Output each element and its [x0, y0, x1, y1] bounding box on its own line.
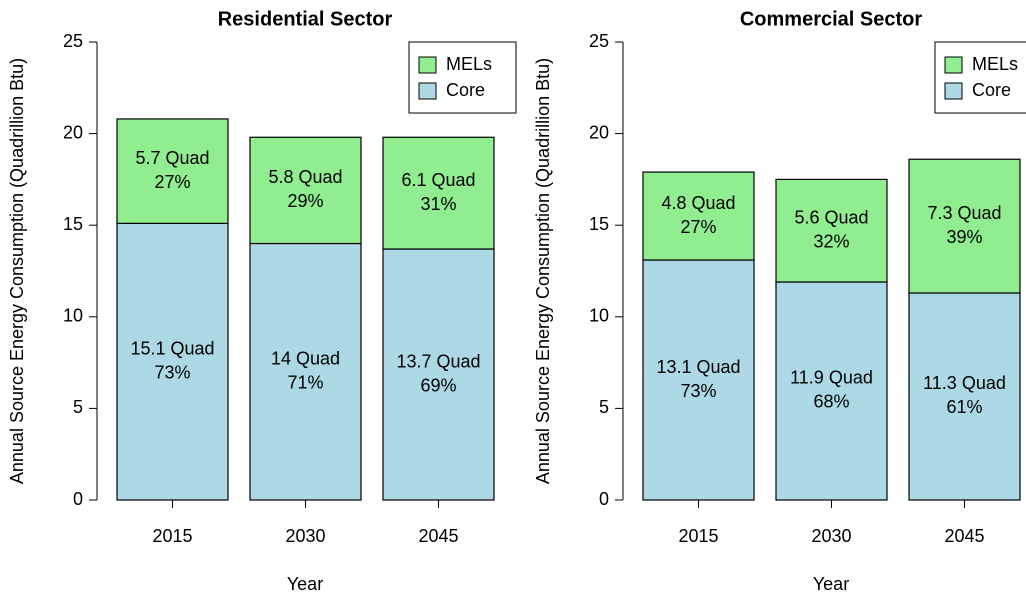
y-tick-label: 25: [63, 31, 83, 51]
value-label: 5.7 Quad: [135, 148, 209, 168]
legend-label: Core: [972, 80, 1011, 100]
share-label: 27%: [680, 217, 716, 237]
share-label: 71%: [287, 373, 323, 393]
legend-box: [408, 41, 517, 114]
bar-segment: [249, 242, 362, 501]
chart-title: Commercial Sector: [740, 8, 923, 30]
share-label: 32%: [813, 231, 849, 251]
value-label: 11.9 Quad: [790, 368, 873, 388]
y-tick-label: 5: [599, 397, 609, 417]
value-label: 13.1 Quad: [656, 357, 740, 377]
value-label: 5.6 Quad: [794, 207, 868, 227]
y-tick-label: 20: [63, 122, 83, 142]
legend-swatch: [418, 56, 437, 74]
chart-title: Residential Sector: [218, 8, 393, 30]
bar-segment: [642, 171, 755, 261]
bar-segment: [249, 136, 362, 245]
x-tick-label: 2030: [285, 526, 325, 546]
y-tick-label: 20: [589, 122, 609, 142]
value-label: 14 Quad: [271, 349, 340, 369]
y-tick-label: 0: [599, 489, 609, 509]
bar-segment: [775, 281, 888, 501]
share-label: 61%: [946, 397, 982, 417]
share-label: 29%: [287, 191, 323, 211]
share-label: 73%: [680, 381, 716, 401]
x-axis-label: Year: [813, 574, 849, 594]
value-label: 6.1 Quad: [401, 170, 475, 190]
legend-swatch: [418, 82, 437, 100]
x-tick-label: 2045: [418, 526, 458, 546]
legend-swatch: [944, 82, 963, 100]
x-tick-label: 2045: [944, 526, 984, 546]
value-label: 7.3 Quad: [927, 203, 1001, 223]
bar-segment: [908, 292, 1021, 501]
legend-swatch: [944, 56, 963, 74]
legend-box: [934, 41, 1026, 114]
x-tick-label: 2030: [811, 526, 851, 546]
x-axis-label: Year: [287, 574, 323, 594]
bar-segment: [382, 136, 495, 250]
y-tick-label: 15: [63, 214, 83, 234]
share-label: 27%: [154, 172, 190, 192]
share-label: 39%: [946, 227, 982, 247]
value-label: 4.8 Quad: [661, 193, 735, 213]
y-tick-label: 0: [73, 489, 83, 509]
value-label: 13.7 Quad: [396, 351, 480, 371]
bar-segment: [382, 248, 495, 501]
x-tick-label: 2015: [152, 526, 192, 546]
bar-segment: [775, 178, 888, 283]
share-label: 69%: [420, 375, 456, 395]
share-label: 73%: [154, 362, 190, 382]
legend-label: Core: [446, 80, 485, 100]
y-tick-label: 10: [63, 306, 83, 326]
legend-label: MELs: [446, 54, 492, 74]
y-tick-label: 15: [589, 214, 609, 234]
y-axis-label: Annual Source Energy Consumption (Quadri…: [7, 58, 27, 484]
share-label: 31%: [420, 194, 456, 214]
value-label: 5.8 Quad: [268, 167, 342, 187]
x-tick-label: 2015: [678, 526, 718, 546]
y-axis-label: Annual Source Energy Consumption (Quadri…: [533, 58, 553, 484]
value-label: 11.3 Quad: [923, 373, 1006, 393]
y-tick-label: 5: [73, 397, 83, 417]
y-tick-label: 25: [589, 31, 609, 51]
y-tick-label: 10: [589, 306, 609, 326]
bar-segment: [116, 118, 229, 224]
bar-segment: [908, 158, 1021, 294]
value-label: 15.1 Quad: [130, 338, 214, 358]
share-label: 68%: [813, 392, 849, 412]
legend-label: MELs: [972, 54, 1018, 74]
